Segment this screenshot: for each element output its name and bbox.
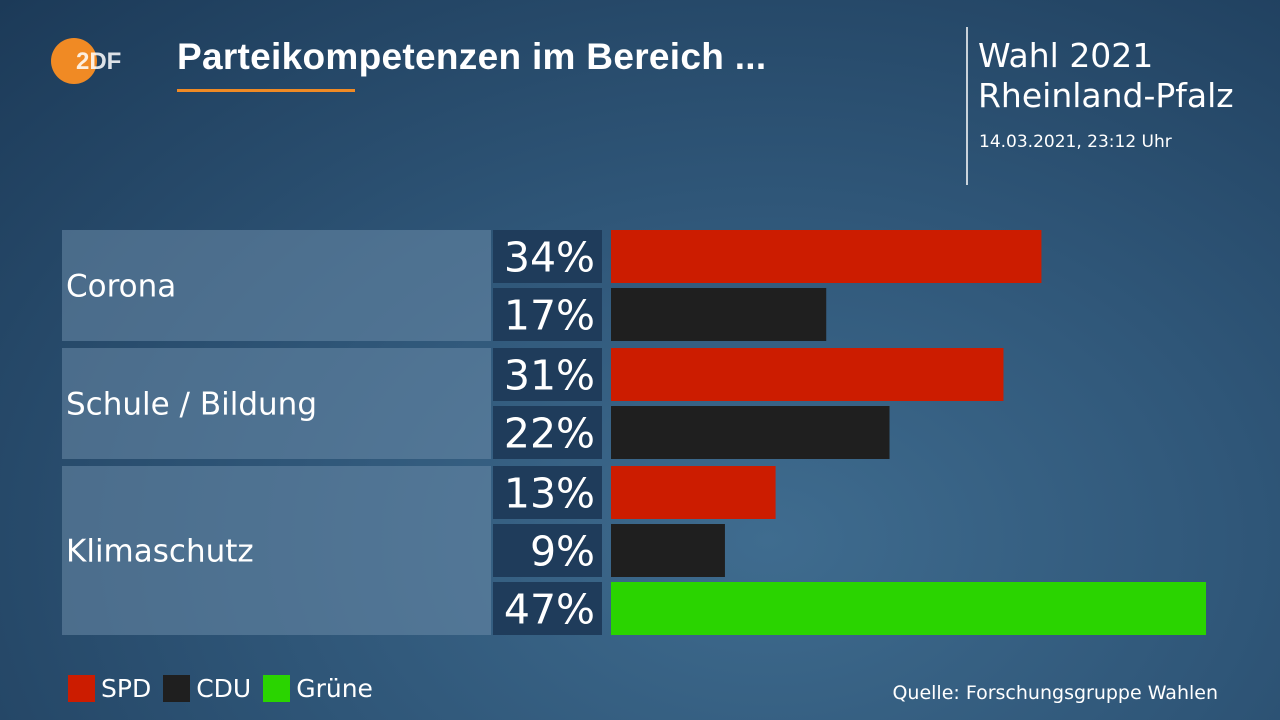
legend-label-spd: SPD <box>101 674 152 703</box>
data-label-corona-spd: 34% <box>504 234 595 282</box>
category-panel-schule-bildung <box>62 348 491 459</box>
value-box-corona-cdu <box>493 288 602 341</box>
category-label-schule-bildung: Schule / Bildung <box>66 387 317 423</box>
category-panel-klimaschutz <box>62 466 491 635</box>
value-box-klimaschutz-gr-ne <box>493 582 602 635</box>
header-divider <box>966 27 968 185</box>
value-box-corona-spd <box>493 230 602 283</box>
data-label-schule-bildung-cdu: 22% <box>504 410 595 458</box>
page-title: Parteikompetenzen im Bereich ... <box>177 36 767 77</box>
value-box-klimaschutz-spd <box>493 466 602 519</box>
election-name: Wahl 2021 <box>978 36 1154 75</box>
legend-item-cdu: CDU <box>163 674 251 703</box>
legend-swatch-spd <box>68 675 95 702</box>
value-box-schule-bildung-cdu <box>493 406 602 459</box>
title-underline <box>177 89 355 92</box>
category-panel-corona <box>62 230 491 341</box>
data-label-klimaschutz-spd: 13% <box>504 470 595 518</box>
bar-schule-bildung-spd <box>611 348 1004 401</box>
zdf-logo: 2DF <box>51 38 121 84</box>
bar-klimaschutz-cdu <box>611 524 725 577</box>
legend: SPD CDU Grüne <box>68 674 385 703</box>
value-box-klimaschutz-cdu <box>493 524 602 577</box>
data-label-klimaschutz-cdu: 9% <box>530 528 595 576</box>
legend-item-gruene: Grüne <box>263 674 373 703</box>
bar-corona-cdu <box>611 288 827 341</box>
legend-label-gruene: Grüne <box>296 674 373 703</box>
data-label-corona-cdu: 17% <box>504 292 595 340</box>
category-label-corona: Corona <box>66 269 176 305</box>
category-label-klimaschutz: Klimaschutz <box>66 534 254 570</box>
election-region: Rheinland-Pfalz <box>978 76 1234 115</box>
legend-label-cdu: CDU <box>196 674 252 703</box>
bar-klimaschutz-gr-ne <box>611 582 1207 635</box>
value-box-schule-bildung-spd <box>493 348 602 401</box>
legend-item-spd: SPD <box>68 674 151 703</box>
svg-text:2DF: 2DF <box>76 48 121 75</box>
election-info: Wahl 2021 Rheinland-Pfalz <box>978 36 1234 116</box>
legend-swatch-cdu <box>163 675 191 702</box>
legend-swatch-gruene <box>263 675 291 702</box>
bar-klimaschutz-spd <box>611 466 776 519</box>
bar-corona-spd <box>611 230 1042 283</box>
data-label-schule-bildung-spd: 31% <box>504 352 595 400</box>
timestamp: 14.03.2021, 23:12 Uhr <box>979 132 1172 152</box>
data-label-klimaschutz-gr-ne: 47% <box>504 586 595 634</box>
source-note: Quelle: Forschungsgruppe Wahlen <box>892 682 1218 704</box>
bar-schule-bildung-cdu <box>611 406 890 459</box>
